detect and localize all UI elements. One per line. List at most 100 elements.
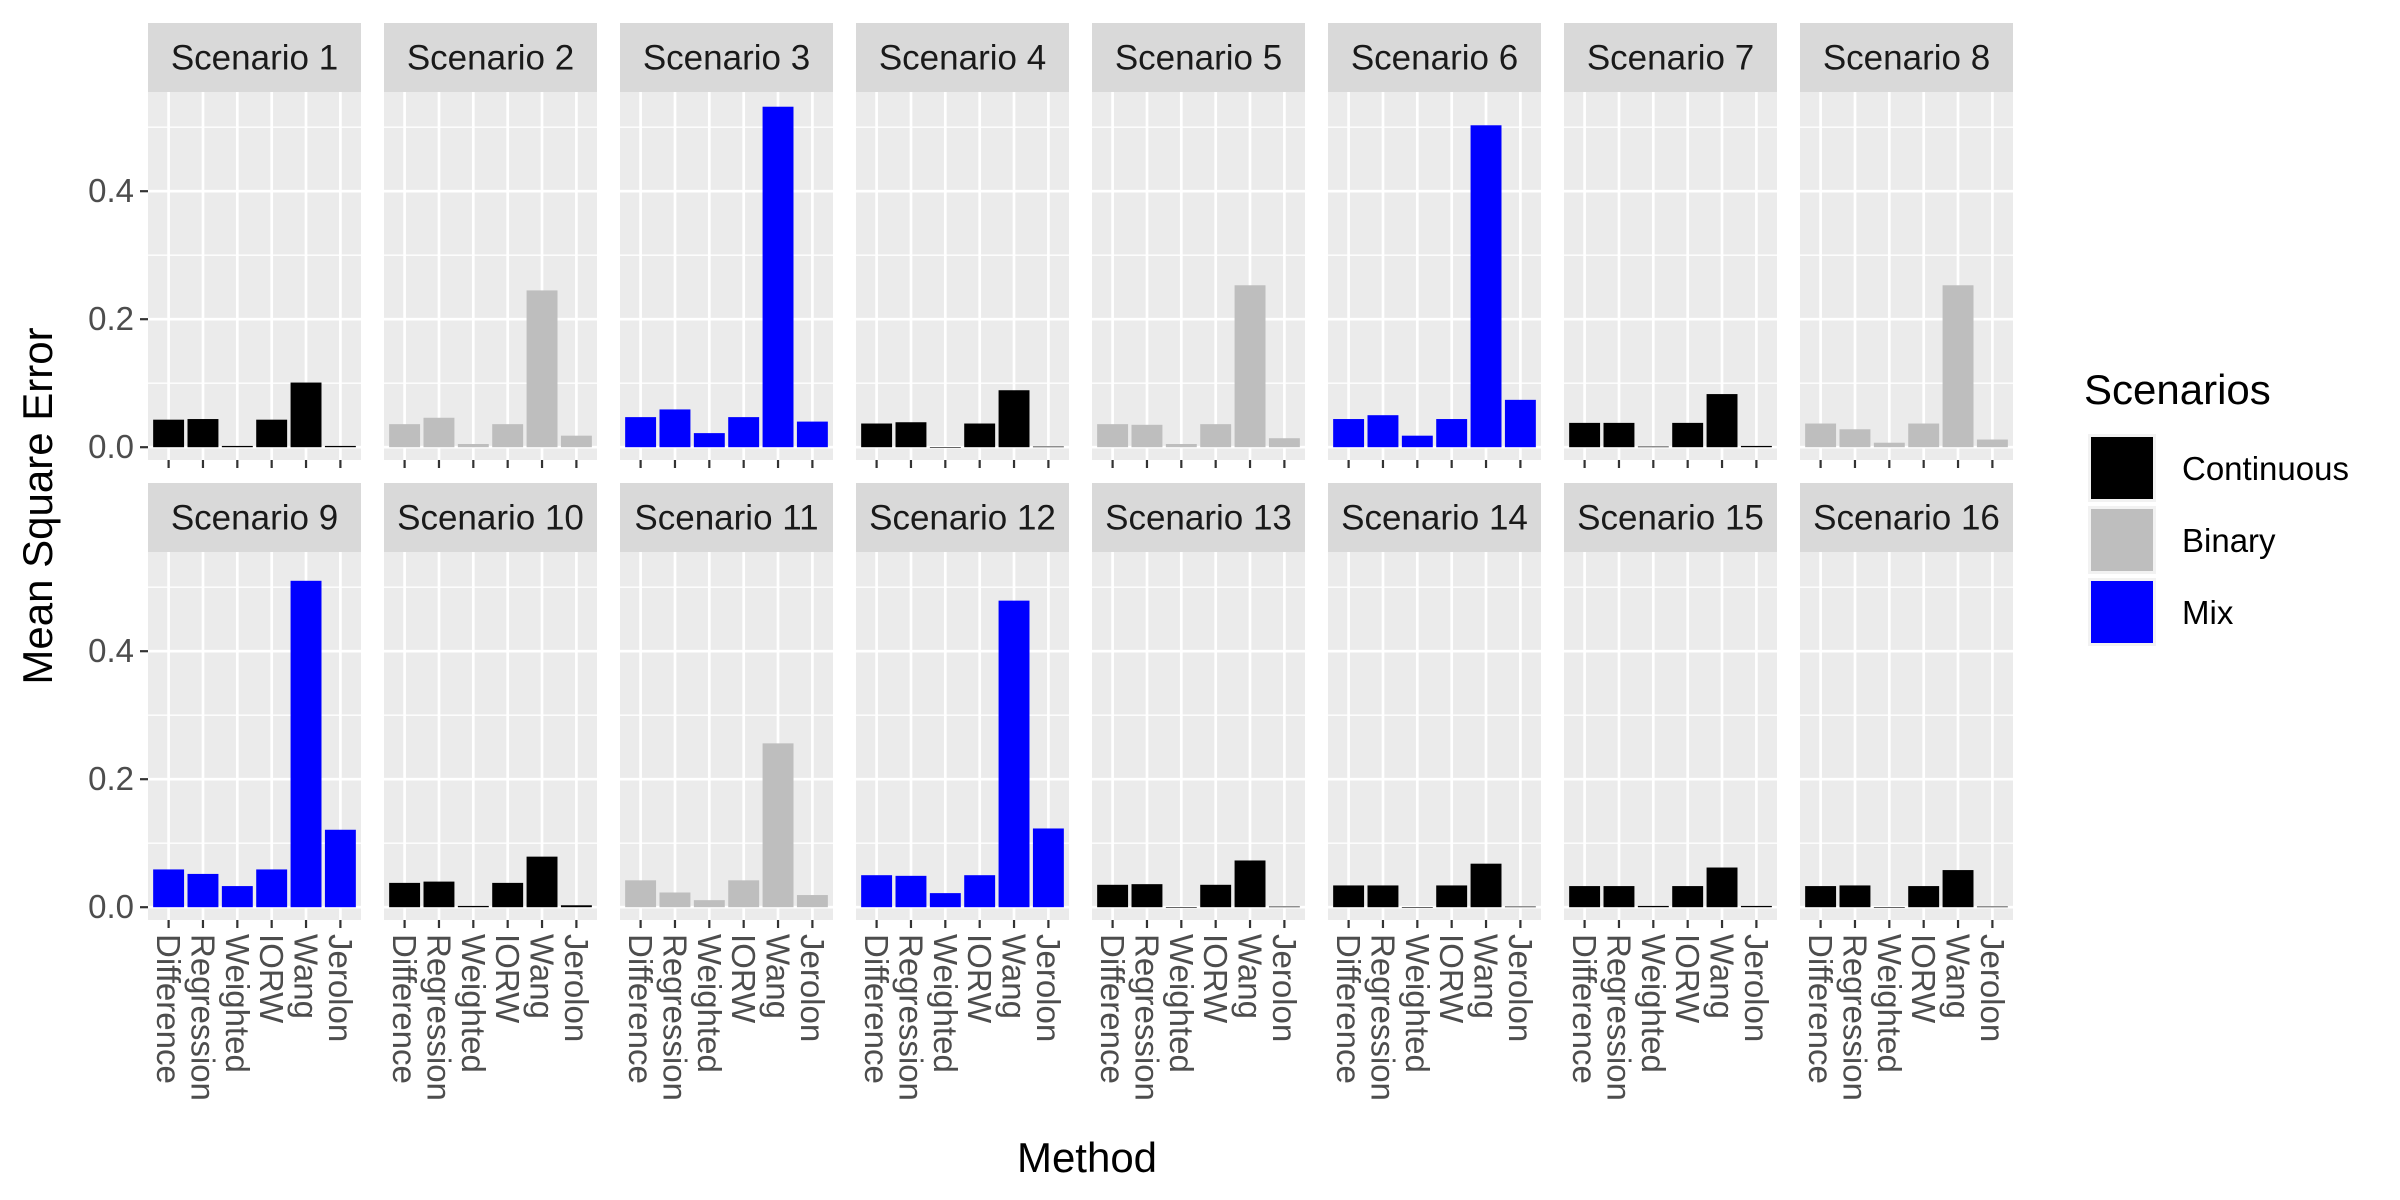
bar-wang [998, 600, 1030, 908]
bar-difference [1569, 422, 1601, 448]
bar-wang [1706, 867, 1738, 908]
bar-jerolon [1268, 906, 1300, 908]
facet-strip-label: Scenario 5 [1115, 39, 1282, 78]
bar-wang [1234, 285, 1266, 448]
bar-difference [861, 423, 893, 448]
x-tick-label: Wang [1939, 934, 1976, 1019]
bar-difference [153, 869, 185, 908]
bar-regression [187, 419, 219, 448]
bar-iorw [256, 419, 288, 448]
bar-weighted [1873, 907, 1905, 908]
facet-strip-label: Scenario 15 [1577, 499, 1764, 538]
y-tick-label: 0.0 [88, 888, 134, 925]
bar-regression [1603, 422, 1635, 448]
panel-background [856, 92, 1069, 460]
bar-jerolon [1032, 828, 1064, 908]
x-tick-label: Difference [1566, 934, 1603, 1084]
x-tick-label: Difference [858, 934, 895, 1084]
bar-weighted [1165, 907, 1197, 908]
bar-weighted [1637, 905, 1669, 908]
x-tick-label: Regression [420, 934, 457, 1101]
panel-background [1564, 552, 1777, 920]
bar-difference [1097, 884, 1129, 908]
bar-iorw [256, 869, 288, 908]
bar-regression [659, 409, 691, 448]
facet-strip [856, 23, 1069, 92]
bar-regression [1603, 886, 1635, 908]
bar-difference [625, 417, 657, 448]
bar-weighted [221, 886, 253, 908]
bar-difference [389, 882, 421, 908]
legend-label-mix: Mix [2182, 594, 2234, 631]
x-tick-label: Wang [1467, 934, 1504, 1019]
x-tick-label: Difference [1094, 934, 1131, 1084]
facet-strip-label: Scenario 12 [869, 499, 1056, 538]
bar-regression [423, 881, 455, 908]
bar-jerolon [1740, 445, 1772, 448]
bar-difference [1569, 886, 1601, 908]
bar-iorw [1672, 422, 1704, 448]
bar-weighted [1165, 444, 1197, 448]
bar-weighted [929, 447, 961, 448]
bar-difference [1805, 423, 1837, 448]
x-tick-label: Regression [656, 934, 693, 1101]
bar-jerolon [560, 905, 592, 908]
bar-weighted [1401, 907, 1433, 908]
bar-jerolon [1504, 906, 1536, 908]
facet-strip [1800, 483, 2013, 552]
x-tick-label: Regression [1600, 934, 1637, 1101]
facet-strip [1092, 483, 1305, 552]
bar-jerolon [324, 829, 356, 908]
bar-weighted [929, 893, 961, 908]
x-tick-label: Wang [287, 934, 324, 1019]
bar-difference [389, 424, 421, 448]
x-tick-label: IORW [253, 934, 290, 1024]
x-tick-label: IORW [961, 934, 998, 1024]
bar-weighted [1401, 435, 1433, 448]
facet-strip [1564, 23, 1777, 92]
x-tick-label: Difference [386, 934, 423, 1084]
bar-weighted [1873, 442, 1905, 448]
bar-iorw [1672, 886, 1704, 908]
facet-strip-label: Scenario 14 [1341, 499, 1528, 538]
bar-jerolon [796, 895, 828, 908]
facet-strip-label: Scenario 8 [1823, 39, 1990, 78]
x-tick-label: Regression [1364, 934, 1401, 1101]
bar-wang [1706, 394, 1738, 448]
panel-background [384, 92, 597, 460]
x-tick-label: Jerolon [558, 934, 595, 1042]
facet-strip-label: Scenario 2 [407, 39, 574, 78]
x-tick-label: IORW [489, 934, 526, 1024]
bar-wang [1234, 860, 1266, 908]
facet-strip [620, 23, 833, 92]
x-tick-label: Difference [150, 934, 187, 1084]
x-tick-label: Weighted [1635, 934, 1672, 1073]
x-tick-label: Weighted [1163, 934, 1200, 1073]
bar-iorw [1908, 886, 1940, 908]
bar-iorw [964, 875, 996, 908]
x-tick-label: Jerolon [794, 934, 831, 1042]
x-tick-label: Difference [1802, 934, 1839, 1084]
x-tick-label: Weighted [455, 934, 492, 1073]
facet-strip-label: Scenario 7 [1587, 39, 1754, 78]
panel-background [1564, 92, 1777, 460]
y-tick-label: 0.0 [88, 428, 134, 465]
bar-difference [625, 880, 657, 908]
facet-strip [1328, 483, 1541, 552]
x-tick-label: IORW [1905, 934, 1942, 1024]
bar-iorw [728, 417, 760, 448]
x-tick-label: Wang [995, 934, 1032, 1019]
bar-jerolon [1976, 439, 2008, 448]
panel-background [620, 552, 833, 920]
facet-strip [1800, 23, 2013, 92]
x-tick-label: Wang [523, 934, 560, 1019]
facet-strip [1092, 23, 1305, 92]
bar-jerolon [796, 421, 828, 448]
x-tick-label: Regression [1836, 934, 1873, 1101]
bar-wang [1942, 870, 1974, 908]
bar-difference [861, 875, 893, 908]
legend-key-continuous [2091, 437, 2153, 499]
x-tick-label: Wang [1703, 934, 1740, 1019]
facet-strip [384, 23, 597, 92]
x-tick-label: Jerolon [1266, 934, 1303, 1042]
